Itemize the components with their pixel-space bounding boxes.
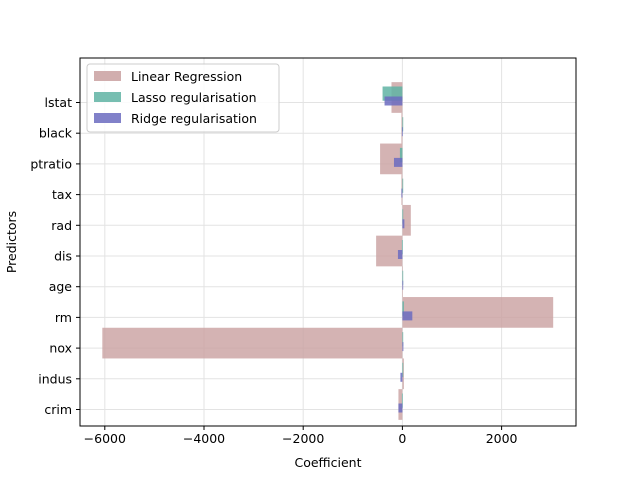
y-tick-label-black: black	[39, 126, 73, 141]
bar-lasso-rm	[402, 301, 404, 316]
y-tick-label-age: age	[49, 279, 73, 294]
bar-ridge-age	[402, 280, 404, 290]
bar-lasso-black	[402, 117, 404, 132]
legend-label: Ridge regularisation	[131, 111, 257, 126]
x-tick-label: 0	[398, 431, 406, 446]
bar-lasso-dis	[401, 240, 403, 255]
bar-linear-regression-nox	[102, 327, 403, 359]
legend-label: Linear Regression	[131, 69, 242, 84]
legend: Linear Regression Lasso regularisation Rid…	[86, 63, 280, 133]
bar-ridge-rm	[402, 311, 413, 321]
bar-ridge-ptratio	[393, 157, 403, 167]
x-tick-label: −6000	[84, 431, 126, 446]
x-tick-label: −2000	[282, 431, 324, 446]
bar-ridge-rad	[402, 219, 405, 229]
bar-ridge-black	[401, 127, 403, 137]
bar-lasso-nox	[402, 332, 404, 347]
bars	[102, 82, 554, 420]
bar-ridge-dis	[397, 250, 403, 259]
y-tick-label-rm: rm	[55, 310, 72, 325]
legend-swatch	[94, 113, 121, 123]
bar-lasso-crim	[401, 393, 403, 408]
y-tick-label-dis: dis	[54, 249, 72, 264]
bar-lasso-indus	[402, 362, 404, 378]
y-tick-label-ptratio: ptratio	[30, 156, 72, 171]
bar-lasso-age	[402, 270, 404, 285]
x-axis-ticks: −6000 −4000 −2000 0 2000	[84, 426, 518, 446]
bar-ridge-tax	[401, 188, 403, 198]
bar-linear-regression-rad	[402, 204, 411, 236]
grid-lines	[80, 58, 576, 426]
bar-linear-regression-rm	[402, 297, 554, 328]
bar-ridge-lstat	[384, 96, 403, 106]
y-axis-label: Predictors	[4, 211, 19, 273]
y-axis-ticks: crim indus nox rm age dis rad tax ptratio black ls…	[30, 95, 80, 417]
y-tick-label-tax: tax	[52, 187, 72, 202]
bar-ridge-crim	[398, 403, 403, 413]
bar-lasso-ptratio	[399, 147, 403, 163]
y-tick-label-crim: crim	[44, 402, 72, 417]
bar-lasso-rad	[402, 209, 404, 224]
y-tick-label-indus: indus	[38, 371, 72, 386]
bar-ridge-indus	[400, 372, 403, 382]
bar-ridge-nox	[402, 342, 404, 352]
legend-box	[86, 63, 280, 133]
bar-lasso-tax	[402, 178, 404, 193]
legend-label: Lasso regularisation	[131, 90, 257, 105]
legend-swatch	[94, 92, 121, 102]
legend-swatch	[94, 71, 121, 81]
y-tick-label-nox: nox	[49, 341, 72, 356]
x-tick-label: −4000	[183, 431, 225, 446]
x-axis-label: Coefficient	[294, 455, 361, 470]
y-tick-label-rad: rad	[51, 218, 72, 233]
plot-frame	[79, 57, 577, 427]
x-tick-label: 2000	[486, 431, 518, 446]
y-tick-label-lstat: lstat	[45, 95, 73, 110]
